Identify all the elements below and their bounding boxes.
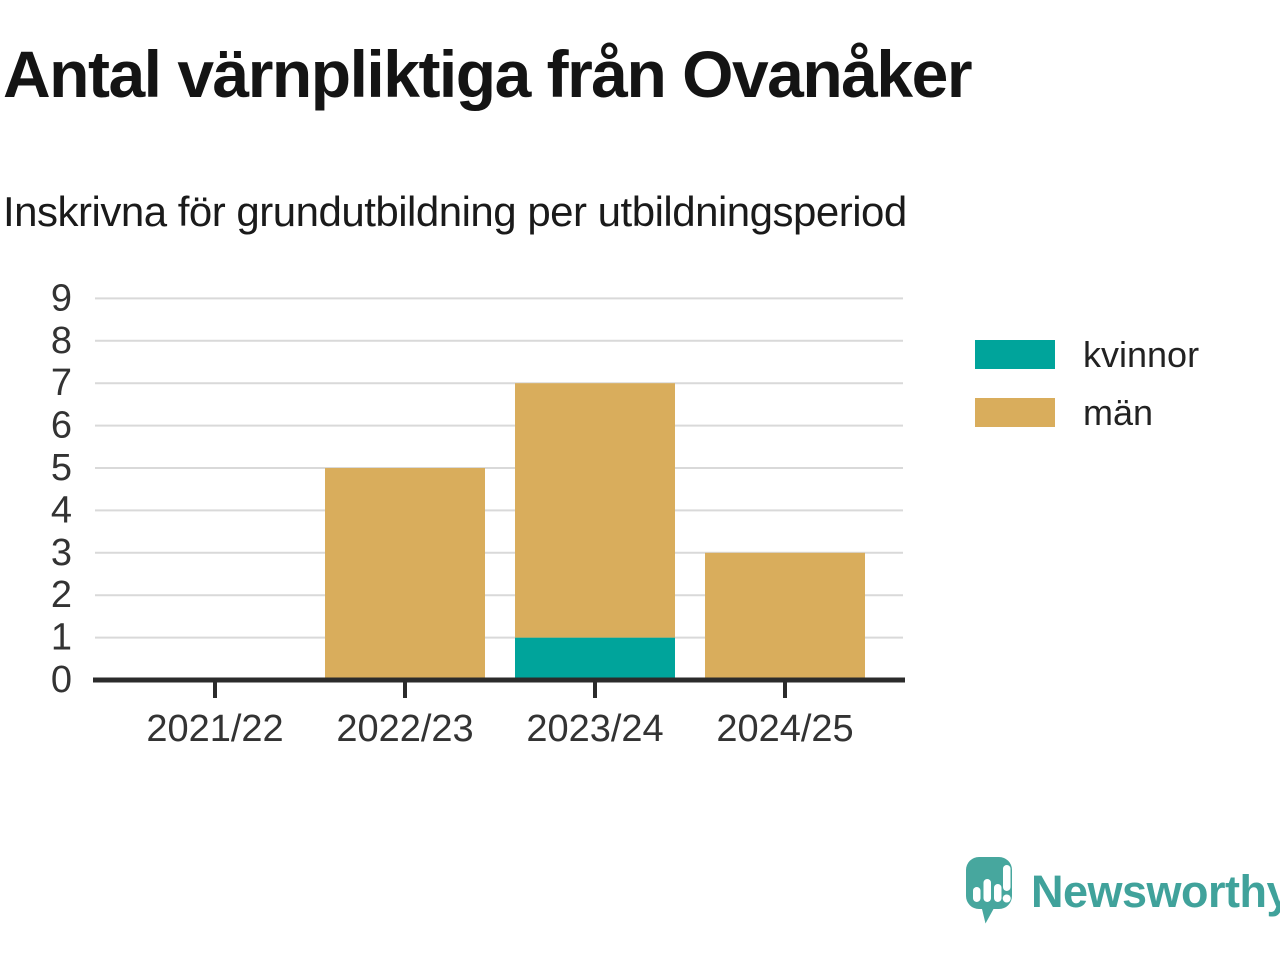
chart-subtitle: Inskrivna för grundutbildning per utbild… <box>3 188 907 235</box>
y-axis-tick-label: 9 <box>51 278 72 319</box>
legend-label: män <box>1083 391 1154 433</box>
y-axis-tick-label: 4 <box>51 489 72 531</box>
bar-segment-män-2022-23 <box>325 468 485 680</box>
y-axis-tick-label: 3 <box>51 532 72 574</box>
y-axis-tick-label: 7 <box>51 362 72 404</box>
legend-swatch-män <box>975 398 1055 427</box>
x-axis-tick-label: 2023/24 <box>526 708 663 750</box>
y-axis-tick-label: 8 <box>51 320 72 362</box>
bar-segment-män-2023-24 <box>515 383 675 638</box>
legend-label: kvinnor <box>1083 333 1200 375</box>
bar-segment-män-2024-25 <box>705 552 865 680</box>
y-axis-tick-label: 0 <box>51 659 72 701</box>
y-axis-tick-label: 1 <box>51 617 72 659</box>
brand-name: Newsworthy <box>1031 865 1280 917</box>
legend-item-kvinnor: kvinnor <box>975 336 1199 372</box>
y-axis-tick-label: 5 <box>51 447 72 489</box>
x-axis-tick-label: 2022/23 <box>336 708 473 750</box>
newsworthy-chart-bubble-icon <box>966 857 1012 924</box>
legend-item-män: män <box>975 394 1199 430</box>
legend-swatch-kvinnor <box>975 340 1055 369</box>
chart-legend: kvinnor män <box>975 336 1199 430</box>
x-axis-tick-label: 2024/25 <box>716 708 853 750</box>
newsworthy-brand: Newsworthy <box>962 856 1280 926</box>
x-axis-tick-label: 2021/22 <box>146 708 283 750</box>
y-axis-tick-label: 2 <box>51 574 72 616</box>
chart-title: Antal värnpliktiga från Ovanåker <box>3 37 973 111</box>
bar-segment-kvinnor-2023-24 <box>515 637 675 680</box>
y-axis-tick-label: 6 <box>51 405 72 447</box>
